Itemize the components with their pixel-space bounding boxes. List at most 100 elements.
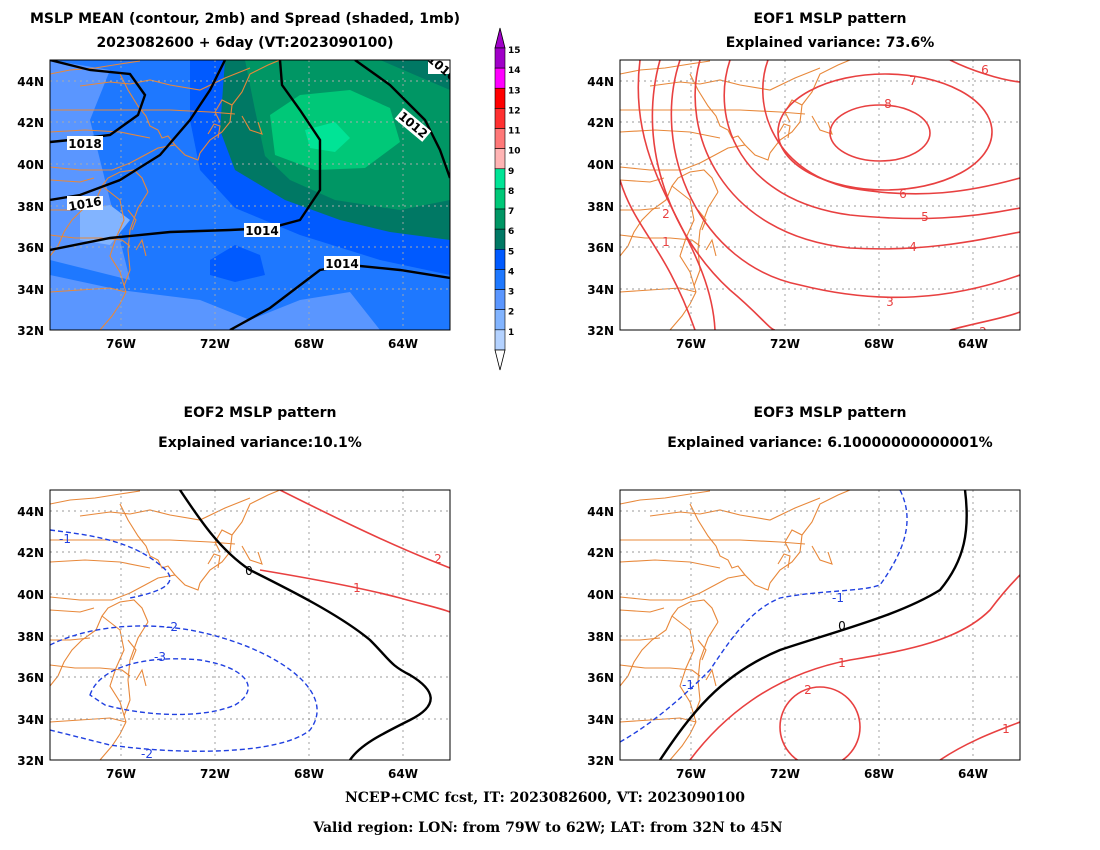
contour-label: 6: [899, 187, 907, 201]
colorbar-label: 13: [508, 86, 521, 96]
panel-subtitle: Explained variance:10.1%: [158, 435, 362, 451]
lon-tick-label: 68W: [864, 337, 894, 351]
colorbar-segment: [494, 228, 506, 250]
lat-tick-label: 38N: [17, 630, 44, 644]
panel-title: EOF3 MSLP pattern: [754, 405, 907, 421]
contour-label: -1: [682, 678, 694, 692]
contour-label: 1: [1002, 722, 1010, 736]
lat-tick-label: 44N: [587, 75, 614, 89]
lon-tick-label: 72W: [200, 337, 230, 351]
lon-tick-label: 64W: [388, 337, 418, 351]
lon-tick-label: 68W: [294, 767, 324, 781]
contour-label: 2: [662, 207, 670, 221]
lon-tick-label: 76W: [676, 337, 706, 351]
lon-tick-label: 76W: [676, 767, 706, 781]
lat-tick-label: 40N: [17, 588, 44, 602]
contour-label: 2: [434, 552, 442, 566]
lat-tick-label: 32N: [17, 754, 44, 768]
contour-label: 1014: [325, 257, 358, 271]
lat-tick-label: 42N: [17, 546, 44, 560]
contour-label: 1: [353, 581, 361, 595]
contour-label: 0: [245, 564, 253, 578]
eof2-positive-contours: [259, 490, 450, 613]
lat-tick-label: 40N: [17, 158, 44, 172]
mean-contours: [50, 60, 450, 330]
map-frame: [49, 489, 451, 761]
lon-tick-label: 72W: [770, 337, 800, 351]
lon-tick-label: 76W: [106, 767, 136, 781]
panel-eof1: EOF1 MSLP pattern Explained variance: 73…: [619, 11, 1021, 331]
lon-tick-label: 64W: [958, 337, 988, 351]
panel-subtitle: 2023082600 + 6day (VT:2023090100): [96, 35, 393, 51]
colorbar-segment: [494, 67, 506, 89]
eof2-negative-contours: [50, 529, 318, 752]
eof1-contours: [620, 60, 1020, 330]
panel-eof3: EOF3 MSLP pattern Explained variance: 6.…: [619, 405, 1021, 761]
contour-label: 5: [921, 210, 929, 224]
lat-tick-label: 42N: [17, 116, 44, 130]
lat-tick-label: 38N: [587, 200, 614, 214]
graticule: [50, 490, 450, 760]
eof3-positive-contours: [689, 574, 1020, 760]
colorbar-label: 6: [508, 227, 514, 237]
colorbar-segment: [494, 128, 506, 149]
lat-tick-label: 40N: [587, 588, 614, 602]
lat-tick-label: 36N: [587, 241, 614, 255]
lat-tick-label: 36N: [587, 671, 614, 685]
footer-valid-region: Valid region: LON: from 79W to 62W; LAT:…: [312, 820, 782, 836]
colorbar-top-arrow: [494, 27, 506, 49]
contour-label: -3: [154, 650, 166, 664]
lat-tick-label: 32N: [587, 754, 614, 768]
colorbar-bottom-arrow: [494, 349, 506, 371]
eof3-negative-contour: [620, 490, 908, 743]
colorbar-label: 8: [508, 187, 514, 197]
colorbar-label: 12: [508, 106, 521, 116]
colorbar-segment: [494, 249, 506, 270]
panel-subtitle: Explained variance: 6.10000000000001%: [667, 435, 992, 451]
lat-tick-label: 36N: [17, 241, 44, 255]
panel-title: MSLP MEAN (contour, 2mb) and Spread (sha…: [30, 11, 460, 27]
spread-shading: 1018 1016 1014 1014 1012 1010: [50, 60, 450, 330]
contour-label: 6: [981, 63, 989, 77]
contour-label: -2: [141, 747, 153, 761]
lat-tick-label: 44N: [587, 505, 614, 519]
lat-tick-label: 34N: [17, 713, 44, 727]
contour-label: 4: [909, 240, 917, 254]
lat-tick-label: 32N: [587, 324, 614, 338]
colorbar-segment: [494, 269, 506, 290]
colorbar-label: 10: [508, 147, 521, 157]
lat-tick-label: 44N: [17, 75, 44, 89]
colorbar-segment: [494, 309, 506, 331]
contour-label: -1: [59, 532, 71, 546]
lon-tick-label: 64W: [388, 767, 418, 781]
colorbar-label: 5: [508, 247, 514, 257]
footer-forecast-info: NCEP+CMC fcst, IT: 2023082600, VT: 20230…: [345, 790, 745, 806]
panel-title: EOF1 MSLP pattern: [754, 11, 907, 27]
panel-title: EOF2 MSLP pattern: [184, 405, 337, 421]
contour-label: 1016: [67, 194, 102, 214]
lon-tick-label: 64W: [958, 767, 988, 781]
lon-tick-label: 76W: [106, 337, 136, 351]
lat-tick-label: 42N: [587, 116, 614, 130]
colorbar-segment: [494, 108, 506, 129]
graticule: [50, 60, 450, 330]
contour-label: 7: [909, 74, 917, 88]
colorbar: 15 14 13 12 11 10 9 8 7 6 5 4 3 2 1: [494, 27, 521, 371]
colorbar-label: 11: [508, 127, 521, 137]
lon-tick-label: 68W: [864, 767, 894, 781]
contour-label: 8: [884, 97, 892, 111]
colorbar-segment: [494, 188, 506, 210]
lat-tick-label: 42N: [587, 546, 614, 560]
lat-tick-label: 32N: [17, 324, 44, 338]
lat-tick-label: 34N: [587, 713, 614, 727]
colorbar-label: 3: [508, 288, 514, 298]
contour-label: 1: [838, 656, 846, 670]
lon-tick-label: 72W: [200, 767, 230, 781]
colorbar-segment: [494, 87, 506, 109]
colorbar-label: 7: [508, 207, 514, 217]
lon-tick-label: 72W: [770, 767, 800, 781]
colorbar-segment: [494, 47, 506, 69]
lat-tick-label: 38N: [17, 200, 44, 214]
zero-contour: [179, 490, 432, 760]
